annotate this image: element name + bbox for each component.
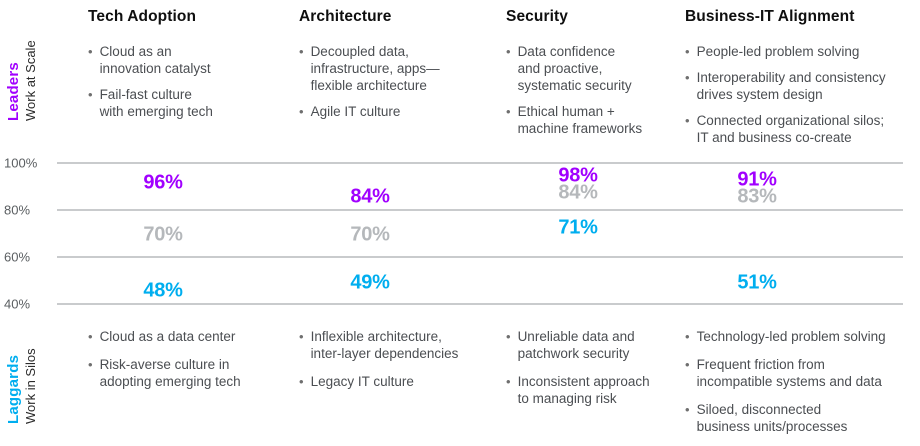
column-header: Security — [506, 8, 568, 25]
value-label: 51% — [737, 271, 777, 294]
list-item: • People-led problem solving — [685, 43, 917, 60]
bullet-icon: • — [506, 44, 511, 59]
column-architecture-bottom: • Inflexible architecture, inter-layer de… — [299, 328, 481, 401]
bullet-text: Cloud as a data center — [99, 329, 236, 344]
y-axis-tick: 40% — [4, 296, 31, 312]
y-axis-tick: 80% — [4, 202, 31, 218]
bullet-text: Interoperability and consistency drives … — [696, 70, 886, 102]
list-item: • Ethical human + machine frameworks — [506, 103, 668, 137]
leaders-title: Leaders — [5, 62, 22, 121]
value-label: 91% — [737, 168, 777, 191]
column-header: Architecture — [299, 8, 392, 25]
bullet-text: Siloed, disconnected business units/proc… — [696, 402, 848, 434]
bullet-icon: • — [299, 329, 304, 344]
bullet-text: Frequent friction from incompatible syst… — [696, 357, 882, 389]
list-item: • Fail-fast culture with emerging tech — [88, 86, 260, 120]
bullet-icon: • — [685, 70, 690, 85]
list-item: • Frequent friction from incompatible sys… — [685, 356, 917, 390]
bullet-text: Agile IT culture — [310, 104, 401, 119]
bullet-icon: • — [506, 104, 511, 119]
value-label: 98% — [558, 164, 598, 187]
value-label: 84% — [558, 181, 598, 204]
bullet-text: Cloud as an innovation catalyst — [99, 44, 211, 76]
value-label: 96% — [143, 171, 183, 194]
gridline — [57, 303, 903, 305]
y-axis-tick: 100% — [4, 155, 38, 171]
bullet-text: Unreliable data and patchwork security — [517, 329, 635, 361]
value-label: 49% — [350, 271, 390, 294]
list-item: • Risk-averse culture in adopting emergin… — [88, 356, 260, 390]
laggards-label: Laggards Work in Silos — [5, 348, 38, 424]
bullet-text: Ethical human + machine frameworks — [517, 104, 643, 136]
list-item: • Interoperability and consistency drives… — [685, 69, 917, 103]
list-item: • Inconsistent approach to managing risk — [506, 373, 668, 407]
column-tech-adoption-bottom: • Cloud as a data center • Risk-averse cul… — [88, 328, 260, 401]
leaders-list: • Decoupled data, infrastructure, apps— f… — [299, 43, 481, 120]
bullet-text: Decoupled data, infrastructure, apps— fl… — [310, 44, 440, 93]
list-item: • Data confidence and proactive, systemat… — [506, 43, 668, 94]
list-item: • Legacy IT culture — [299, 373, 481, 390]
column-architecture-top: Architecture • Decoupled data, infrastruc… — [299, 8, 481, 129]
bullet-icon: • — [685, 44, 690, 59]
list-item: • Unreliable data and patchwork security — [506, 328, 668, 362]
value-label: 71% — [558, 216, 598, 239]
leaders-list: • Data confidence and proactive, systemat… — [506, 43, 668, 137]
bullet-text: Fail-fast culture with emerging tech — [99, 87, 213, 119]
column-business-it-top: Business-IT Alignment • People-led proble… — [685, 8, 917, 155]
bullet-icon: • — [88, 357, 93, 372]
bullet-icon: • — [685, 329, 690, 344]
bullet-icon: • — [506, 329, 511, 344]
leaders-list: • People-led problem solving • Interoperab… — [685, 43, 917, 146]
value-label: 83% — [737, 185, 777, 208]
list-item: • Siloed, disconnected business units/pro… — [685, 401, 917, 435]
laggards-subtitle: Work in Silos — [22, 348, 38, 424]
bullet-text: Risk-averse culture in adopting emerging… — [99, 357, 241, 389]
y-axis-tick: 60% — [4, 249, 31, 265]
gridline — [57, 162, 903, 164]
bullet-text: Data confidence and proactive, systemati… — [517, 44, 632, 93]
bullet-text: Technology-led problem solving — [696, 329, 886, 344]
bullet-text: Connected organizational silos; IT and b… — [696, 113, 885, 145]
leaders-list: • Cloud as an innovation catalyst • Fail-f… — [88, 43, 260, 120]
column-tech-adoption-top: Tech Adoption • Cloud as an innovation ca… — [88, 8, 260, 129]
bullet-icon: • — [685, 402, 690, 417]
bullet-icon: • — [685, 113, 690, 128]
gridline — [57, 209, 903, 211]
list-item: • Agile IT culture — [299, 103, 481, 120]
leaders-label: Leaders Work at Scale — [5, 40, 38, 121]
list-item: • Cloud as an innovation catalyst — [88, 43, 260, 77]
bullet-text: People-led problem solving — [696, 44, 860, 59]
bullet-text: Inflexible architecture, inter-layer dep… — [310, 329, 459, 361]
bullet-icon: • — [299, 44, 304, 59]
value-label: 48% — [143, 279, 183, 302]
bullet-icon: • — [299, 104, 304, 119]
list-item: • Cloud as a data center — [88, 328, 260, 345]
bullet-icon: • — [685, 357, 690, 372]
value-label: 84% — [350, 185, 390, 208]
list-item: • Inflexible architecture, inter-layer de… — [299, 328, 481, 362]
column-header: Tech Adoption — [88, 8, 197, 25]
column-header: Business-IT Alignment — [685, 8, 855, 25]
column-security-top: Security • Data confidence and proactive,… — [506, 8, 668, 146]
bullet-text: Inconsistent approach to managing risk — [517, 374, 650, 406]
value-label: 70% — [350, 223, 390, 246]
bullet-icon: • — [88, 44, 93, 59]
gridline — [57, 256, 903, 258]
column-security-bottom: • Unreliable data and patchwork security … — [506, 328, 668, 418]
laggards-title: Laggards — [5, 354, 22, 424]
list-item: • Connected organizational silos; IT and … — [685, 112, 917, 146]
list-item: • Decoupled data, infrastructure, apps— f… — [299, 43, 481, 94]
bullet-icon: • — [506, 374, 511, 389]
leaders-subtitle: Work at Scale — [22, 40, 38, 121]
bullet-icon: • — [299, 374, 304, 389]
bullet-text: Legacy IT culture — [310, 374, 414, 389]
list-item: • Technology-led problem solving — [685, 328, 917, 345]
bullet-icon: • — [88, 329, 93, 344]
value-label: 70% — [143, 223, 183, 246]
bullet-icon: • — [88, 87, 93, 102]
column-business-it-bottom: • Technology-led problem solving • Frequen… — [685, 328, 917, 446]
